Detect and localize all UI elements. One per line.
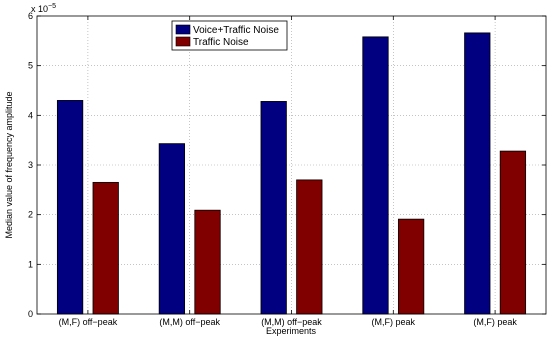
y-tick-label: 6 [28,11,33,21]
bars [56,32,527,315]
bar-voice-traffic-noise [362,36,389,315]
y-tick-label: 4 [28,110,33,120]
legend-entry: Voice+Traffic Noise [193,25,279,36]
legend-swatch [175,36,191,47]
y-tick-label: 0 [28,309,33,319]
bar-voice-traffic-noise [464,32,491,315]
x-tick-label: (M,F) peak [473,317,517,327]
bar-voice-traffic-noise [158,143,186,315]
bar-traffic-noise [499,150,527,315]
x-tick-label: (M,M) off−peak [261,317,322,327]
x-tick-label: (M,F) peak [372,317,416,327]
axis-ticks: 0 1 2 3 4 5 6 (M,F) off−peak (M,M) off−peak (M,M)… [28,11,546,327]
bar-traffic-noise [397,218,425,315]
y-tick-label: 3 [28,160,33,170]
y-axis-label: Median value of frequency amplitude [4,91,14,238]
bar-traffic-noise [92,181,119,315]
bar-traffic-noise [194,209,221,315]
x-tick-label: (M,F) off−peak [59,317,118,327]
bar-voice-traffic-noise [56,100,84,315]
legend-entry: Traffic Noise [193,37,249,48]
bar-voice-traffic-noise [260,101,287,315]
y-tick-label: 2 [28,210,33,220]
x-axis-label: Experiments [266,326,317,336]
bar-traffic-noise [296,179,323,315]
grid-lines [37,16,546,314]
legend-swatch [175,24,191,35]
y-scale-label: x 10−5 [31,3,56,14]
x-tick-label: (M,M) off−peak [159,317,220,327]
y-scale-exponent: −5 [48,3,56,10]
y-tick-label: 1 [28,259,33,269]
legend-box [171,20,288,51]
y-tick-label: 5 [28,61,33,71]
